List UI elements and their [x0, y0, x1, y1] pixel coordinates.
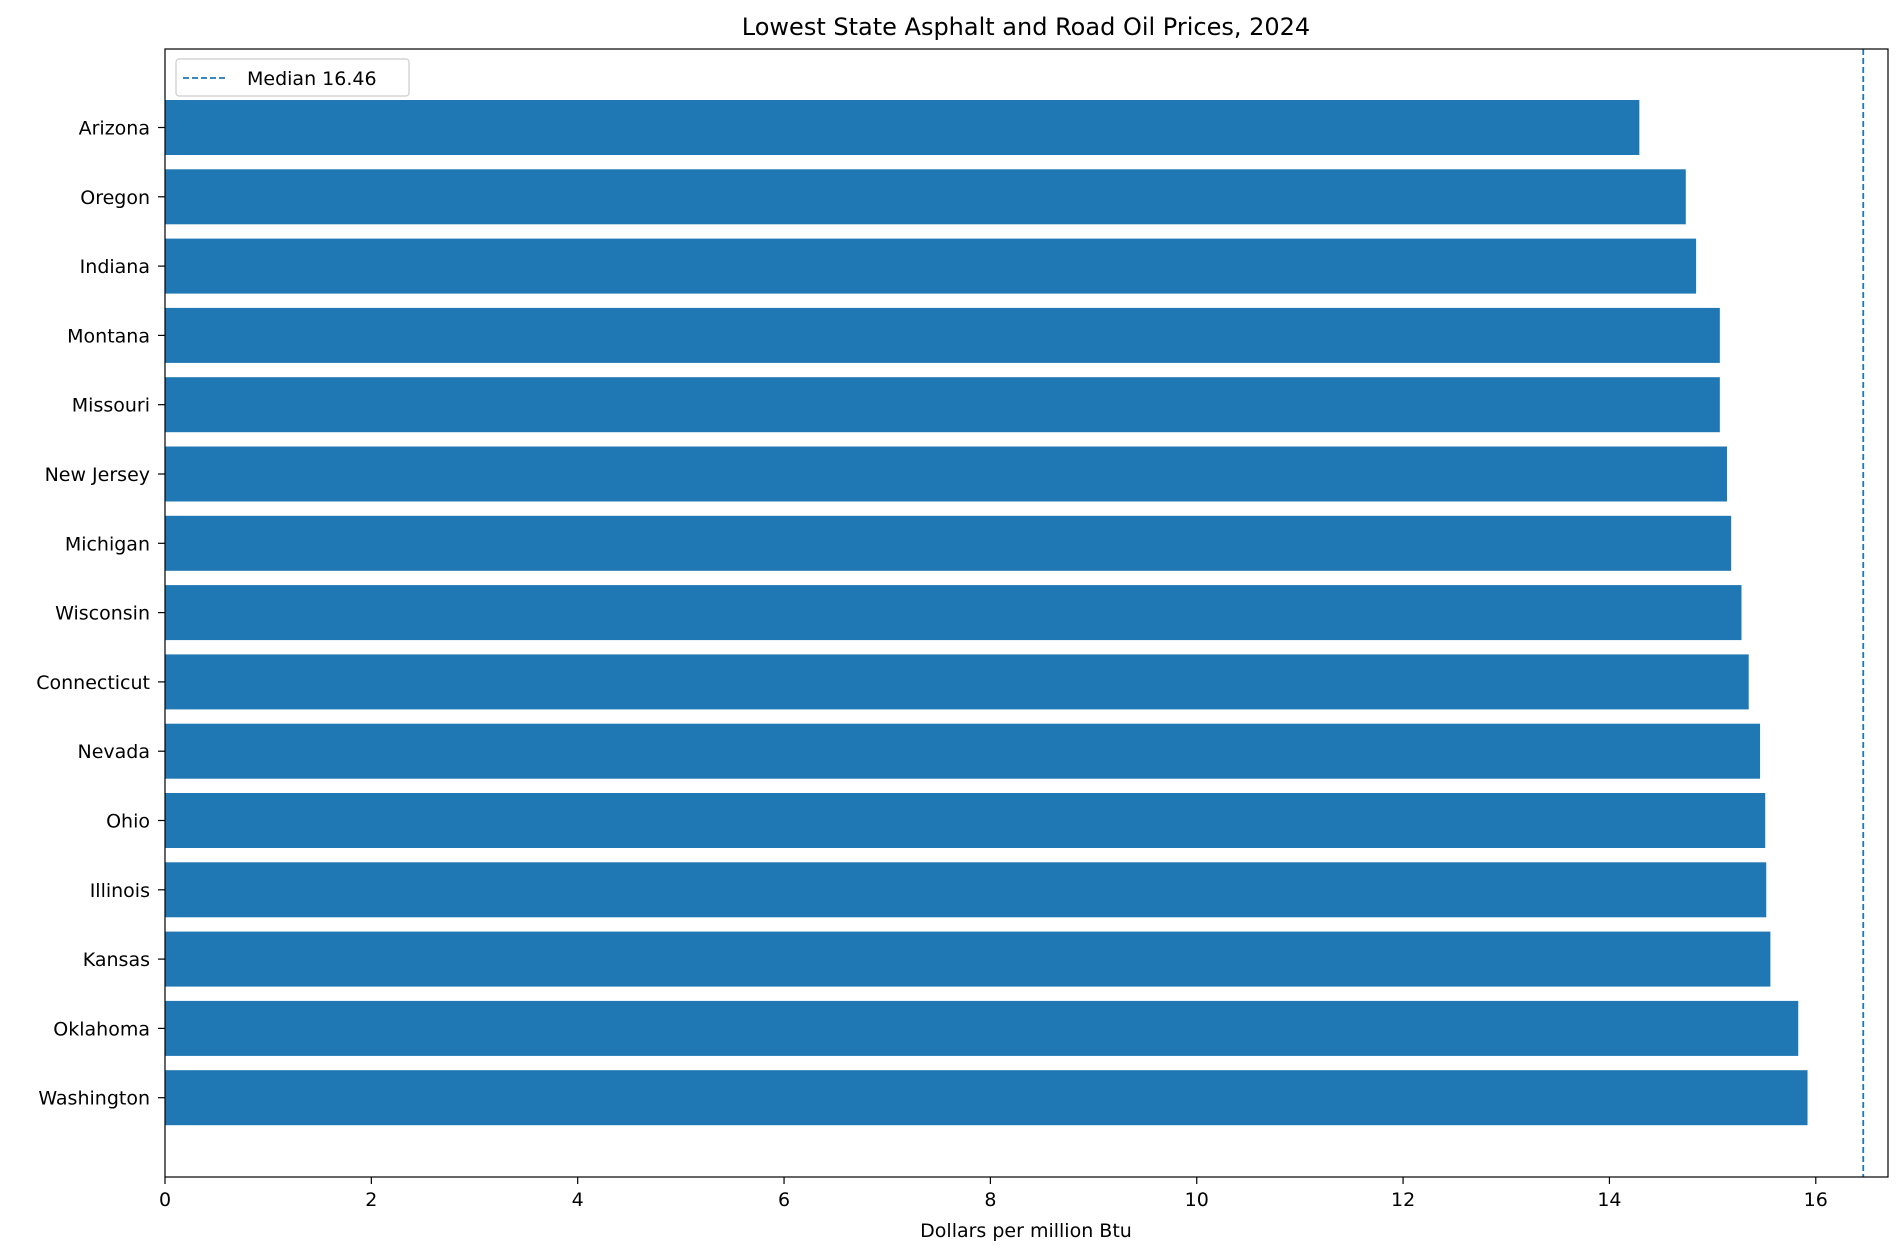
- bar-illinois: [165, 862, 1767, 918]
- x-tick-label: 14: [1597, 1189, 1621, 1211]
- y-tick-labels: Arizona Oregon Indiana Montana Missouri New J…: [36, 118, 150, 1110]
- y-tick-label: Ohio: [106, 811, 150, 833]
- bar-oregon: [165, 169, 1686, 225]
- legend: Median 16.46: [175, 58, 410, 97]
- y-tick-label: Indiana: [80, 256, 150, 278]
- bar-kansas: [165, 931, 1771, 987]
- legend-box: [175, 58, 410, 97]
- y-tick-label: Montana: [67, 325, 150, 347]
- y-tick-label: Nevada: [78, 741, 151, 763]
- bar-ohio: [165, 793, 1766, 848]
- x-tick-labels: 0 2 4 6 8 10 12 14 16: [159, 1189, 1828, 1211]
- bar-new-jersey: [165, 446, 1728, 502]
- bar-arizona: [165, 100, 1640, 155]
- chart-title: Lowest State Asphalt and Road Oil Prices…: [742, 13, 1310, 41]
- bar-oklahoma: [165, 1000, 1799, 1056]
- y-tick-label: New Jersey: [45, 464, 150, 486]
- y-tick-label: Wisconsin: [55, 603, 150, 625]
- x-tick-label: 6: [778, 1189, 790, 1211]
- bar-washington: [165, 1070, 1808, 1126]
- bar-nevada: [165, 723, 1761, 779]
- legend-median-label: Median 16.46: [247, 68, 377, 90]
- y-tick-label: Michigan: [65, 533, 150, 555]
- bars-layer: [165, 100, 1808, 1126]
- y-tick-label: Oregon: [80, 187, 150, 209]
- axes-layer: [158, 48, 1889, 1184]
- x-tick-label: 2: [365, 1189, 377, 1211]
- bar-wisconsin: [165, 585, 1742, 641]
- y-tick-label: Kansas: [83, 949, 150, 971]
- x-tick-label: 16: [1804, 1189, 1828, 1211]
- bar-connecticut: [165, 654, 1749, 710]
- x-tick-label: 8: [984, 1189, 996, 1211]
- x-tick-label: 12: [1391, 1189, 1415, 1211]
- y-tick-label: Connecticut: [36, 672, 150, 694]
- axes-frame: [164, 48, 1889, 1178]
- y-tick-label: Illinois: [90, 880, 150, 902]
- x-tick-label: 10: [1185, 1189, 1209, 1211]
- x-axis-label: Dollars per million Btu: [920, 1220, 1132, 1242]
- y-tick-label: Oklahoma: [53, 1018, 150, 1040]
- x-tick-label: 0: [159, 1189, 171, 1211]
- bar-michigan: [165, 515, 1732, 571]
- y-tick-label: Arizona: [79, 118, 150, 140]
- bar-montana: [165, 307, 1720, 363]
- bar-indiana: [165, 238, 1697, 294]
- x-tick-label: 4: [572, 1189, 584, 1211]
- y-tick-label: Washington: [38, 1088, 150, 1110]
- bar-missouri: [165, 377, 1720, 433]
- y-tick-label: Missouri: [72, 395, 150, 417]
